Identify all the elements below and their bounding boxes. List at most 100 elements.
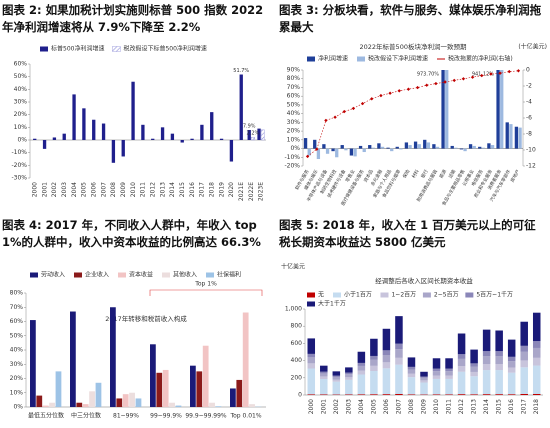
legend-label: 资本收益 <box>129 271 153 279</box>
bar-segment <box>420 380 428 383</box>
bar-segment <box>457 333 466 355</box>
annotation: Top 1% <box>194 281 217 288</box>
y-tick-label: 30% <box>10 361 24 368</box>
line-marker <box>452 78 456 83</box>
bar-segment <box>407 366 416 370</box>
bar <box>481 147 486 149</box>
x-tick-label: 2015 <box>179 182 186 197</box>
legend-swatch <box>422 292 431 298</box>
bar <box>505 122 509 149</box>
bar-segment <box>470 376 478 395</box>
x-tick-label: 2004 <box>71 182 78 197</box>
bar-segment <box>332 375 341 377</box>
line-marker <box>498 71 502 75</box>
bar-segment <box>432 378 441 395</box>
bar <box>459 148 464 150</box>
bar-segment <box>345 379 353 395</box>
bar-segment <box>507 394 516 395</box>
chart-heading: 图表 3: 分板块看，软件与服务、媒体娱乐净利润拖累最大 <box>279 3 542 34</box>
chart: -20% -10% 0% 10%20% 30% 40% 50%60% 70% 80%90% -12… <box>284 42 547 207</box>
bar-segment <box>445 394 453 395</box>
bar <box>141 124 145 140</box>
bar <box>313 139 317 149</box>
y-tick-label: 10% <box>10 389 24 396</box>
bar-segment <box>432 358 441 369</box>
legend-swatch <box>357 56 365 62</box>
legend-label: 标普500净利润增速 <box>51 45 104 53</box>
bar <box>122 394 129 407</box>
x-tick-label: 2003 <box>345 399 352 414</box>
legend-label: 小于1百万 <box>344 291 372 299</box>
bar <box>490 145 495 149</box>
bar <box>156 372 163 407</box>
y-tick-label: 0% <box>13 404 23 411</box>
x-tick-label: 2021E <box>238 182 245 201</box>
x-tick-label: 2005 <box>370 399 377 414</box>
x-tick-label: 2014 <box>169 182 176 197</box>
y-tick-label: 10% <box>287 136 301 143</box>
bar <box>209 402 215 407</box>
legend-label: 净利润增速 <box>318 55 348 63</box>
bar-segment <box>520 393 528 395</box>
bar <box>518 127 522 149</box>
bar <box>175 405 182 407</box>
bar-segment <box>307 363 316 369</box>
x-tick-label: 2013 <box>159 182 166 197</box>
bar <box>358 145 363 149</box>
chart-subtitle: 2017年转移和税前收入构成 <box>105 314 187 323</box>
bar-segment <box>482 394 491 395</box>
plot <box>30 307 262 407</box>
legend-swatch <box>112 46 121 52</box>
bar-segment <box>307 394 316 395</box>
bar-segment <box>357 374 366 395</box>
bar-segment <box>320 394 328 395</box>
bar <box>110 307 116 407</box>
line-marker <box>470 75 475 79</box>
y-tick-label: -10 <box>526 147 536 154</box>
line-marker <box>461 77 466 81</box>
bar <box>404 142 409 149</box>
bar-segment <box>432 375 441 379</box>
x-tick-label: 银行 <box>419 168 430 180</box>
bar <box>55 371 62 407</box>
y-tick-label: -6 <box>526 115 532 122</box>
bar <box>371 147 376 149</box>
bar-segment <box>470 394 478 395</box>
bar <box>121 140 125 157</box>
bar-segment <box>320 365 328 372</box>
x-tick-label: Top 0.01% <box>229 413 261 420</box>
bar-segment <box>320 379 328 395</box>
bar-segment <box>420 371 428 377</box>
line-marker <box>425 83 429 87</box>
bar <box>377 143 381 149</box>
bar-segment <box>307 338 316 354</box>
data-label: 973.70% <box>417 72 439 78</box>
data-label: 7.9% <box>243 123 256 129</box>
bar <box>229 140 234 162</box>
bar-segment <box>495 351 503 357</box>
bar <box>468 144 473 149</box>
bar-segment <box>507 367 516 373</box>
x-tick-label: 2011 <box>140 182 147 197</box>
bar-segment <box>307 368 316 395</box>
x-tick-label: 2014 <box>483 399 490 414</box>
line <box>307 70 519 157</box>
bar <box>249 404 255 407</box>
x-tick-label: 2020 <box>228 182 235 197</box>
x-tick-label: 2007 <box>100 182 107 197</box>
bar-segment <box>370 371 378 395</box>
bar <box>426 142 431 149</box>
legend-label: 大于1千万 <box>318 300 346 308</box>
bar-segment <box>432 371 441 376</box>
y-tick-label: 80% <box>287 75 301 82</box>
y-tick-label: 20% <box>14 111 28 118</box>
y-tick-label: 20% <box>287 128 301 135</box>
bar <box>150 344 156 407</box>
line-marker <box>324 118 328 123</box>
bar <box>257 128 261 140</box>
line-marker <box>360 101 365 106</box>
line-marker <box>379 93 383 98</box>
bar <box>303 138 308 149</box>
x-tick-label: 2000 <box>308 399 315 414</box>
